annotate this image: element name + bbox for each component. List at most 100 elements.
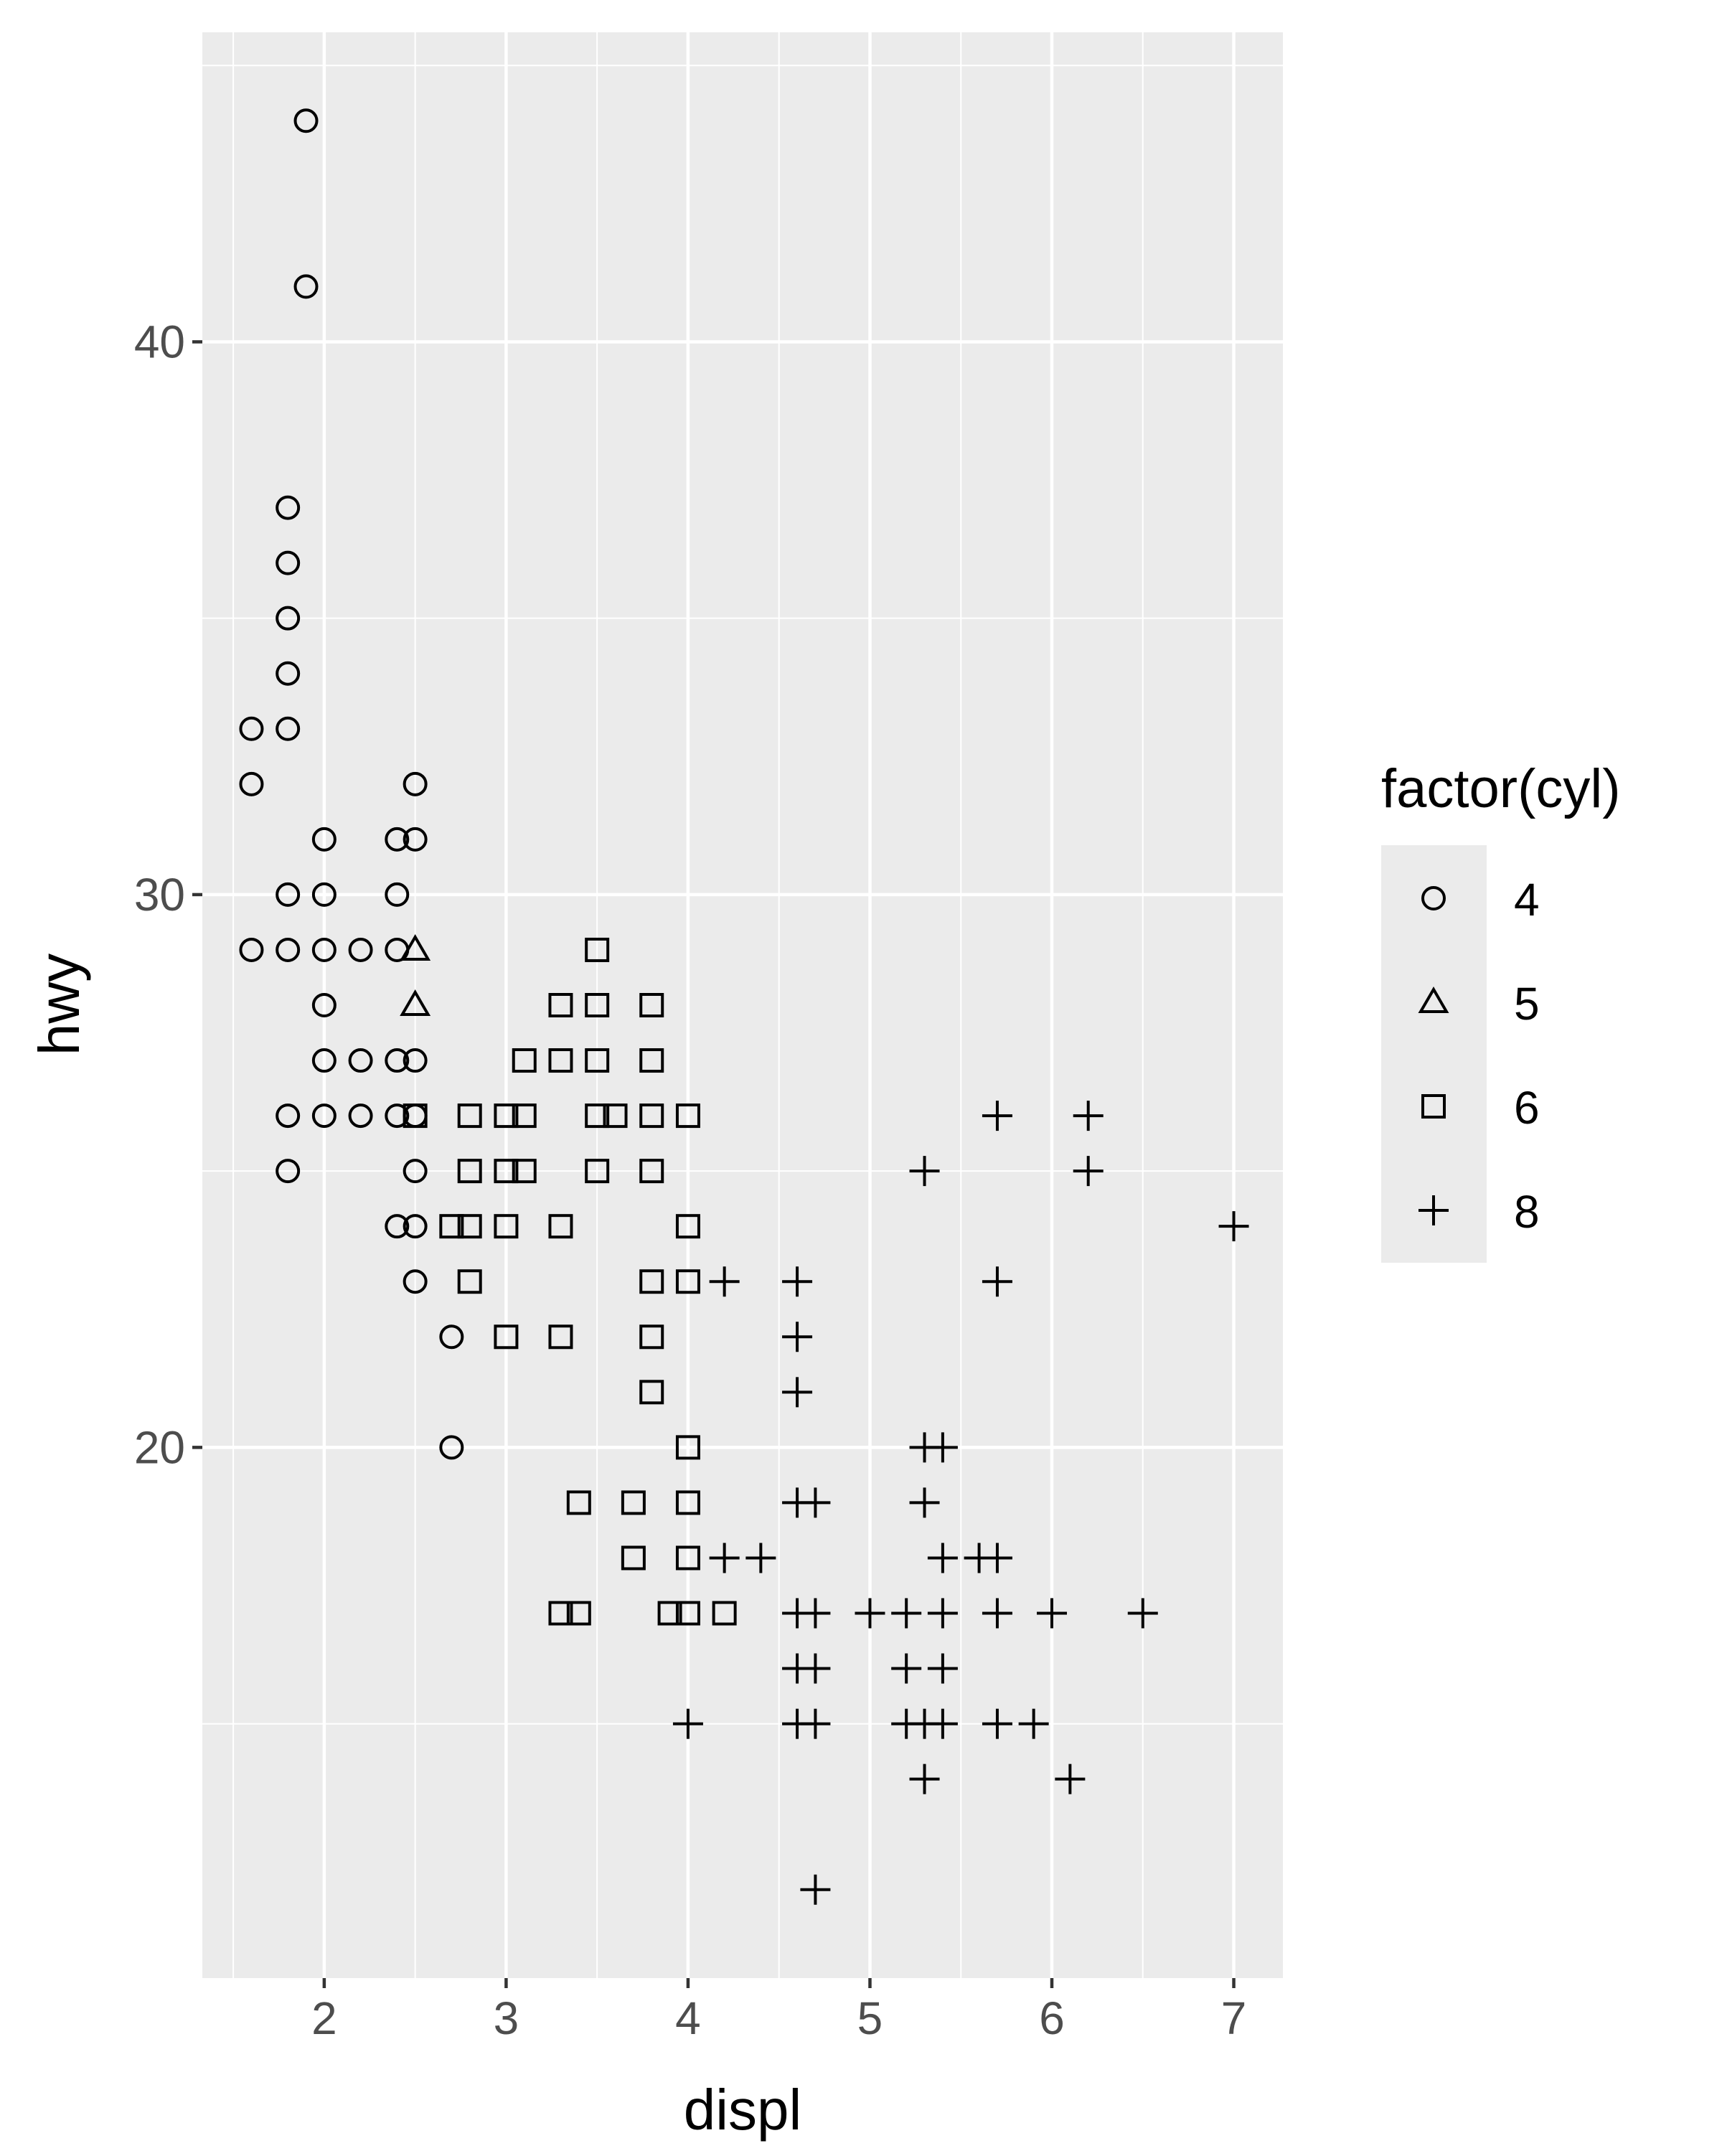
data-point-cyl-8 bbox=[1055, 1764, 1086, 1794]
data-point-cyl-6 bbox=[675, 1435, 700, 1460]
data-point-cyl-4 bbox=[348, 1048, 373, 1073]
data-point-cyl-5 bbox=[400, 989, 431, 1016]
data-point-cyl-4 bbox=[385, 1103, 410, 1129]
legend-key-square bbox=[1421, 1094, 1446, 1119]
x-tick-label: 6 bbox=[1039, 1992, 1065, 2044]
legend-key-circle bbox=[1421, 886, 1446, 910]
data-point-cyl-6 bbox=[512, 1159, 537, 1184]
data-point-cyl-4 bbox=[239, 716, 264, 741]
data-point-cyl-4 bbox=[276, 882, 301, 907]
legend-key-triangle bbox=[1418, 987, 1449, 1013]
data-point-cyl-8 bbox=[891, 1598, 922, 1629]
y-tick-label: 20 bbox=[134, 1421, 185, 1473]
y-axis-title: hwy bbox=[27, 954, 91, 1055]
data-point-cyl-8 bbox=[1018, 1708, 1049, 1739]
data-point-cyl-4 bbox=[311, 827, 337, 852]
data-point-cyl-8 bbox=[709, 1543, 740, 1573]
data-point-cyl-6 bbox=[512, 1103, 537, 1129]
data-point-cyl-6 bbox=[621, 1490, 646, 1515]
data-point-cyl-8 bbox=[909, 1764, 940, 1794]
x-axis-title: displ bbox=[684, 2078, 802, 2142]
data-point-cyl-6 bbox=[585, 993, 610, 1017]
data-point-cyl-4 bbox=[439, 1324, 464, 1350]
data-point-cyl-4 bbox=[403, 827, 428, 852]
data-point-cyl-6 bbox=[585, 1103, 610, 1129]
x-axis: 2 3 4 5 6 7 bbox=[311, 1978, 1246, 2044]
data-point-cyl-6 bbox=[675, 1601, 700, 1626]
data-point-cyl-4 bbox=[385, 882, 410, 907]
data-point-cyl-8 bbox=[782, 1266, 813, 1297]
data-point-cyl-6 bbox=[548, 1214, 573, 1239]
data-point-cyl-6 bbox=[639, 1380, 664, 1405]
data-point-cyl-8 bbox=[672, 1708, 703, 1739]
data-point-cyl-6 bbox=[657, 1601, 682, 1626]
data-point-cyl-4 bbox=[403, 1214, 428, 1239]
data-point-cyl-6 bbox=[457, 1214, 482, 1239]
data-point-cyl-4 bbox=[276, 1159, 301, 1184]
data-point-cyl-8 bbox=[782, 1322, 813, 1352]
data-point-cyl-6 bbox=[512, 1048, 537, 1073]
data-point-cyl-8 bbox=[927, 1432, 958, 1463]
data-point-cyl-4 bbox=[276, 550, 301, 575]
data-point-cyl-4 bbox=[403, 771, 428, 796]
data-point-cyl-6 bbox=[675, 1490, 700, 1515]
data-point-cyl-8 bbox=[927, 1653, 958, 1684]
data-point-cyl-6 bbox=[548, 1601, 573, 1626]
data-point-cyl-6 bbox=[494, 1159, 519, 1184]
data-point-cyl-4 bbox=[293, 108, 319, 133]
data-point-cyl-4 bbox=[348, 1103, 373, 1129]
data-point-cyl-6 bbox=[603, 1103, 628, 1129]
data-point-cyl-6 bbox=[639, 993, 664, 1017]
data-point-cyl-5 bbox=[400, 933, 431, 961]
data-point-cyl-6 bbox=[639, 1103, 664, 1129]
legend-label: 8 bbox=[1514, 1186, 1540, 1238]
legend-label: 5 bbox=[1514, 978, 1540, 1030]
data-point-cyl-4 bbox=[311, 937, 337, 962]
data-point-cyl-4 bbox=[311, 1048, 337, 1073]
data-point-cyl-8 bbox=[1037, 1598, 1068, 1629]
data-point-cyl-8 bbox=[800, 1653, 831, 1684]
data-point-cyl-4 bbox=[385, 1214, 410, 1239]
data-point-cyl-6 bbox=[675, 1214, 700, 1239]
data-point-cyl-8 bbox=[982, 1266, 1012, 1297]
data-point-cyl-8 bbox=[927, 1708, 958, 1739]
data-point-cyl-8 bbox=[927, 1543, 958, 1573]
data-point-cyl-6 bbox=[457, 1269, 482, 1294]
data-point-cyl-8 bbox=[891, 1653, 922, 1684]
data-point-cyl-8 bbox=[982, 1543, 1012, 1573]
data-point-cyl-4 bbox=[403, 1269, 428, 1294]
data-point-cyl-6 bbox=[639, 1324, 664, 1350]
data-point-cyl-6 bbox=[675, 1269, 700, 1294]
data-point-cyl-8 bbox=[909, 1156, 940, 1187]
data-point-cyl-6 bbox=[675, 1103, 700, 1129]
data-point-cyl-4 bbox=[239, 771, 264, 796]
data-point-cyl-8 bbox=[800, 1708, 831, 1739]
data-point-cyl-6 bbox=[585, 937, 610, 962]
x-tick-label: 4 bbox=[675, 1992, 701, 2044]
data-point-cyl-8 bbox=[745, 1543, 776, 1573]
data-point-cyl-6 bbox=[548, 993, 573, 1017]
data-point-cyl-6 bbox=[639, 1048, 664, 1073]
data-point-cyl-6 bbox=[494, 1214, 519, 1239]
data-point-cyl-4 bbox=[276, 716, 301, 741]
series-cyl-8 bbox=[672, 1101, 1249, 1905]
y-tick-label: 30 bbox=[134, 869, 185, 921]
data-point-cyl-8 bbox=[909, 1487, 940, 1518]
legend-key-background bbox=[1381, 845, 1487, 1263]
data-point-cyl-6 bbox=[566, 1490, 591, 1515]
data-point-cyl-8 bbox=[855, 1598, 885, 1629]
data-point-cyl-4 bbox=[348, 937, 373, 962]
x-tick-label: 7 bbox=[1221, 1992, 1247, 2044]
data-point-cyl-8 bbox=[927, 1598, 958, 1629]
data-point-cyl-8 bbox=[800, 1874, 831, 1905]
data-point-cyl-4 bbox=[276, 606, 301, 631]
data-point-cyl-6 bbox=[494, 1103, 519, 1129]
data-point-cyl-6 bbox=[403, 1103, 428, 1129]
data-point-cyl-6 bbox=[585, 1159, 610, 1184]
series-cyl-5 bbox=[400, 933, 431, 1016]
data-point-cyl-6 bbox=[548, 1048, 573, 1073]
legend-key-plus bbox=[1418, 1195, 1449, 1225]
data-point-cyl-6 bbox=[712, 1601, 737, 1626]
data-point-cyl-4 bbox=[403, 1159, 428, 1184]
